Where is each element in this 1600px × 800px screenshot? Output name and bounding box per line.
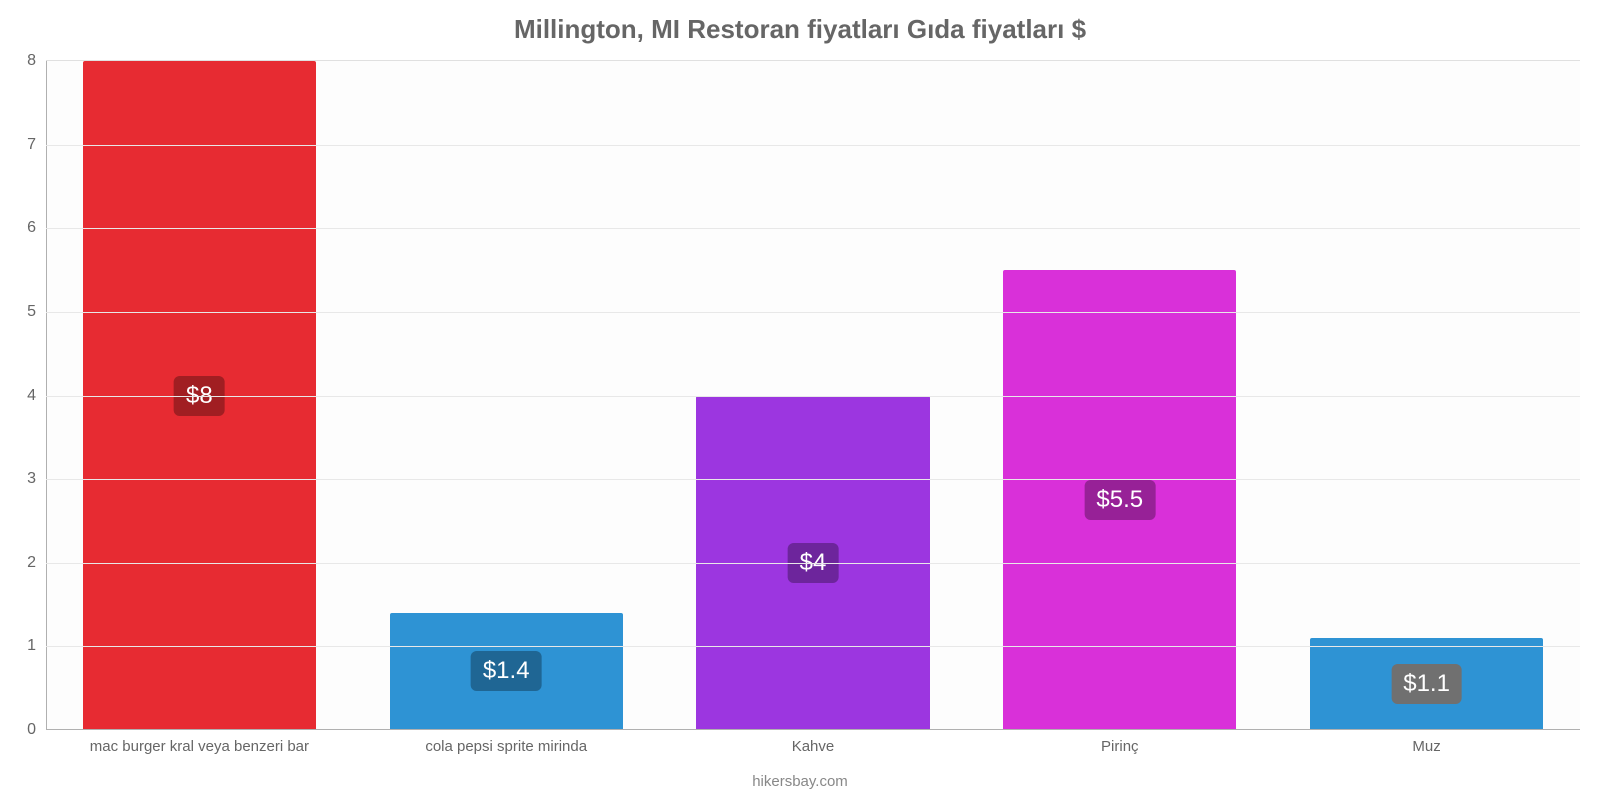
gridline [46,563,1580,564]
chart-title: Millington, MI Restoran fiyatları Gıda f… [0,0,1600,51]
y-tick-label: 1 [27,637,46,655]
x-tick-label: Kahve [792,730,835,755]
gridline [46,479,1580,480]
gridline [46,145,1580,146]
y-tick-label: 2 [27,554,46,572]
y-tick-label: 0 [27,721,46,739]
x-tick-label: Muz [1412,730,1440,755]
x-tick-label: Pirinç [1101,730,1139,755]
y-tick-label: 3 [27,470,46,488]
gridline [46,646,1580,647]
x-tick-label: mac burger kral veya benzeri bar [90,730,309,755]
bar-value-badge: $1.4 [471,651,542,691]
bar-value-badge: $1.1 [1391,664,1462,704]
gridline [46,228,1580,229]
price-bar-chart: Millington, MI Restoran fiyatları Gıda f… [0,0,1600,800]
plot-area: $8mac burger kral veya benzeri bar$1.4co… [46,60,1580,730]
bar-value-badge: $5.5 [1084,480,1155,520]
gridline [46,396,1580,397]
y-tick-label: 5 [27,303,46,321]
footer-credit: hikersbay.com [0,773,1600,790]
gridline [46,312,1580,313]
y-tick-label: 7 [27,136,46,154]
x-tick-label: cola pepsi sprite mirinda [425,730,587,755]
y-tick-label: 6 [27,219,46,237]
y-tick-label: 8 [27,52,46,70]
y-tick-label: 4 [27,387,46,405]
x-axis-line [46,729,1580,730]
